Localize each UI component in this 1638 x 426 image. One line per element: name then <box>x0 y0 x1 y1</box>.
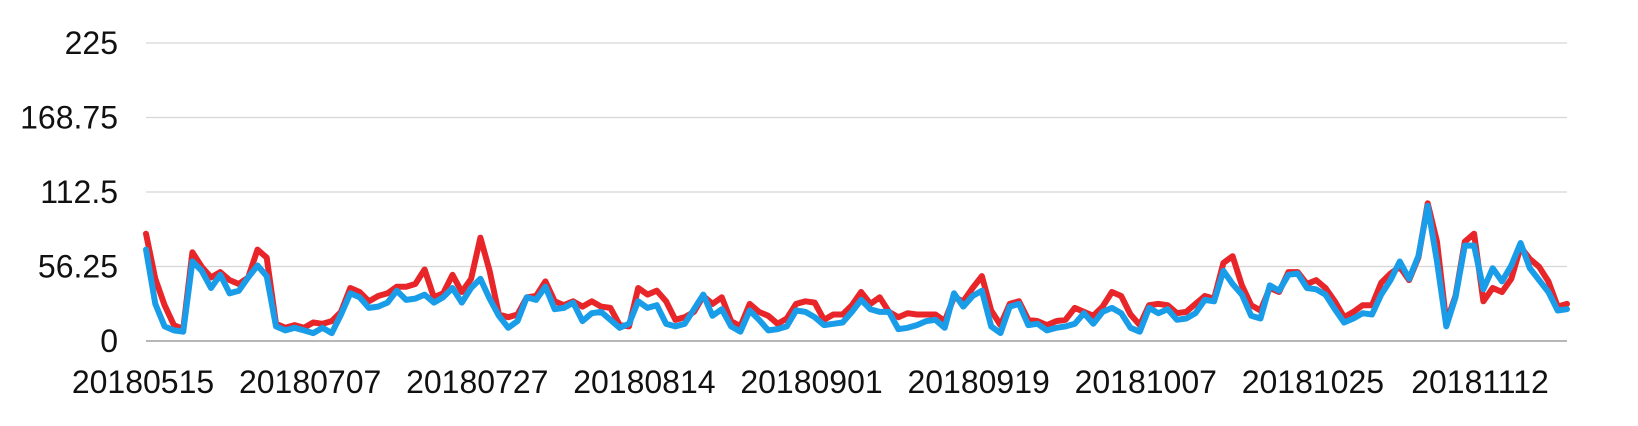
y-tick-label: 0 <box>100 323 118 359</box>
series-line-2 <box>143 202 1570 337</box>
x-tick-label: 20180919 <box>907 364 1049 400</box>
y-tick-label: 168.75 <box>20 100 118 136</box>
x-tick-label: 20180727 <box>406 364 548 400</box>
x-tick-label: 20181025 <box>1242 364 1384 400</box>
x-tick-label: 20180707 <box>239 364 381 400</box>
series-group <box>143 200 1570 337</box>
gridlines <box>146 42 1567 342</box>
series-line-1 <box>143 200 1570 333</box>
x-axis-ticks: 20180515 20180707 20180727 20180814 20180901… <box>72 364 1549 400</box>
x-tick-label: 20181112 <box>1411 364 1549 400</box>
x-tick-label: 20180901 <box>740 364 882 400</box>
y-tick-label: 56.25 <box>38 249 118 285</box>
y-axis-ticks: 0 56.25 112.5 168.75 225 <box>20 25 118 359</box>
x-tick-label: 20180814 <box>573 364 715 400</box>
y-tick-label: 112.5 <box>40 174 118 210</box>
x-tick-label: 20180515 <box>72 364 214 400</box>
y-tick-label: 225 <box>65 25 118 61</box>
x-tick-label: 20181007 <box>1075 364 1217 400</box>
